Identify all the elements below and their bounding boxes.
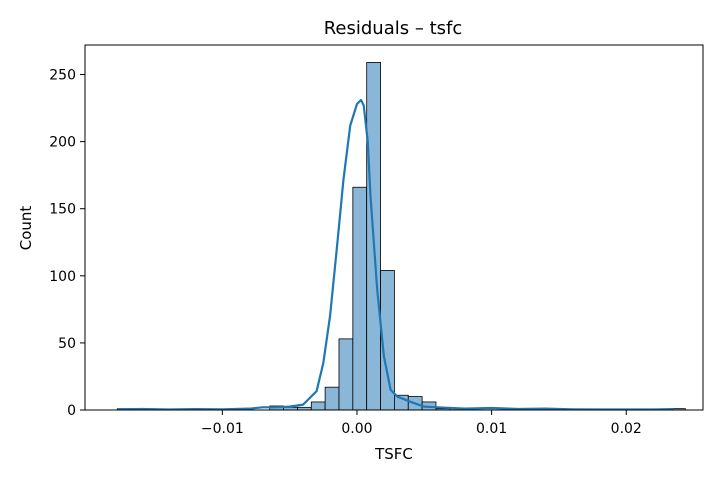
y-tick-label: 200: [49, 135, 76, 151]
y-tick-label: 100: [49, 269, 76, 285]
histogram-bar: [310, 401, 326, 411]
y-tick-label: 150: [49, 202, 76, 218]
chart-title: Residuals – tsfc: [324, 18, 463, 39]
y-axis-label: Count: [17, 206, 35, 251]
y-axis-ticks: 0 50 100 150 200 250: [49, 68, 85, 419]
plot-frame: [84, 44, 704, 411]
kde-line: [117, 98, 674, 411]
y-tick-label: 50: [58, 336, 76, 352]
x-axis-label: TSFC: [374, 445, 413, 463]
histogram-bar: [338, 338, 354, 411]
y-tick-label: 250: [49, 68, 76, 84]
histogram-bars: [116, 62, 686, 411]
x-tick-label: −0.01: [201, 421, 244, 437]
y-tick-label: 0: [67, 403, 76, 419]
histogram-bar: [324, 386, 340, 411]
x-tick-label: 0.02: [611, 421, 642, 437]
histogram-bar: [352, 186, 368, 411]
x-axis-ticks: −0.01 0.00 0.01 0.02: [201, 410, 642, 437]
x-tick-label: 0.01: [476, 421, 507, 437]
x-tick-label: 0.00: [341, 421, 372, 437]
